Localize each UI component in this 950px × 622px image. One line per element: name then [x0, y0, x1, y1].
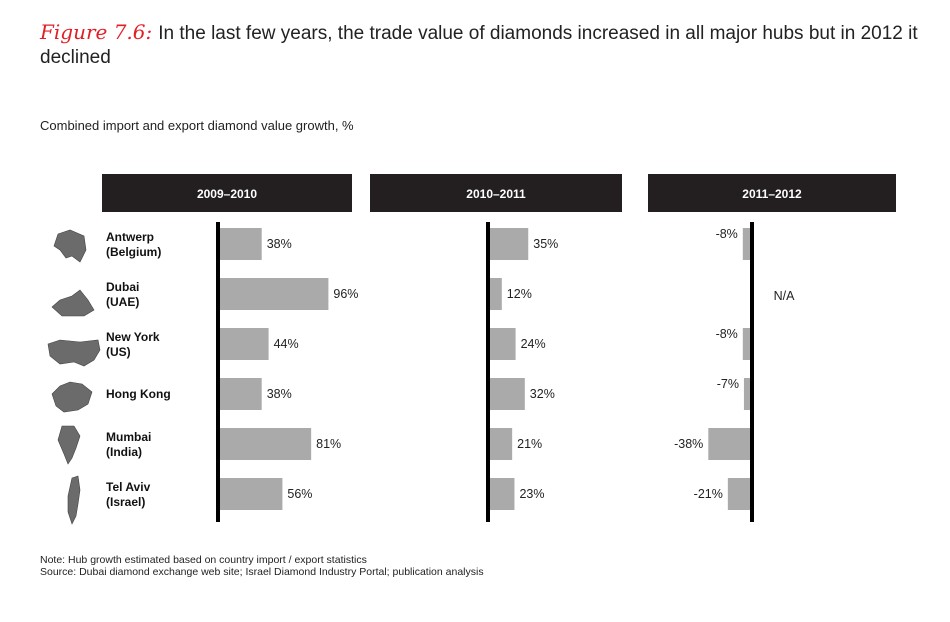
hong-kong-map-icon — [51, 381, 93, 413]
category-label-line: Tel Aviv — [106, 480, 151, 494]
category-label-line: Mumbai — [106, 430, 151, 444]
israel-map-icon — [67, 475, 81, 525]
bar — [488, 378, 525, 410]
value-label: 38% — [267, 387, 292, 401]
bar — [488, 228, 529, 260]
category-label-line: New York — [106, 330, 160, 344]
note-text: Note: Hub growth estimated based on coun… — [40, 554, 367, 566]
category-label-line: (Belgium) — [106, 245, 161, 259]
category-label: New York (US) — [106, 330, 160, 359]
category-label-line: Hong Kong — [106, 387, 171, 401]
bar — [488, 278, 502, 310]
bar — [218, 228, 262, 260]
panel-header — [648, 174, 896, 212]
category-label: Hong Kong — [106, 387, 171, 401]
india-map-icon — [57, 425, 81, 465]
value-label: 38% — [267, 237, 292, 251]
category-label-line: (India) — [106, 445, 142, 459]
value-label: -7% — [717, 377, 739, 391]
panel-header — [102, 174, 352, 212]
notes-block: Note: Hub growth estimated based on coun… — [40, 554, 484, 578]
value-label: 24% — [521, 337, 546, 351]
figure-label: Figure 7.6: — [40, 20, 153, 44]
us-flag-map-icon — [47, 339, 101, 367]
chart-title: Figure 7.6: In the last few years, the tr… — [40, 20, 920, 70]
bar — [742, 228, 752, 260]
bar — [218, 328, 269, 360]
bar — [218, 478, 283, 510]
bar — [708, 428, 752, 460]
bar — [218, 428, 312, 460]
bar — [488, 428, 513, 460]
panel-header-label: 2009–2010 — [197, 187, 257, 201]
value-label: -21% — [694, 487, 723, 501]
value-label: -8% — [716, 327, 738, 341]
bar — [743, 378, 752, 410]
bar — [218, 378, 262, 410]
value-label: -8% — [716, 227, 738, 241]
value-label: 44% — [274, 337, 299, 351]
value-label: 32% — [530, 387, 555, 401]
bar — [727, 478, 752, 510]
bar — [742, 328, 752, 360]
belgium-map-icon — [53, 229, 87, 263]
panel-header-label: 2011–2012 — [742, 187, 802, 201]
category-label: Antwerp (Belgium) — [106, 230, 161, 259]
uae-map-icon — [51, 289, 95, 317]
value-label: -38% — [674, 437, 703, 451]
category-label: Mumbai (India) — [106, 430, 151, 459]
category-label-line: Antwerp — [106, 230, 154, 244]
bar — [218, 278, 329, 310]
source-text: Source: Dubai diamond exchange web site;… — [40, 566, 484, 578]
value-label: 81% — [316, 437, 341, 451]
chart-subtitle: Combined import and export diamond value… — [40, 118, 354, 133]
value-label: 21% — [517, 437, 542, 451]
bar — [488, 328, 516, 360]
panel-header-label: 2010–2011 — [466, 187, 526, 201]
bar — [488, 478, 515, 510]
category-label-line: (US) — [106, 345, 131, 359]
title-text: In the last few years, the trade value o… — [40, 23, 918, 68]
value-label: 12% — [507, 287, 532, 301]
value-label: 35% — [533, 237, 558, 251]
category-label: Tel Aviv (Israel) — [106, 480, 151, 509]
category-label-line: (UAE) — [106, 295, 139, 309]
category-label-line: Dubai — [106, 280, 139, 294]
category-label: Dubai (UAE) — [106, 280, 139, 309]
value-label: N/A — [774, 289, 796, 303]
panel-header — [370, 174, 622, 212]
category-label-line: (Israel) — [106, 495, 145, 509]
value-label: 23% — [519, 487, 544, 501]
value-label: 56% — [287, 487, 312, 501]
value-label: 96% — [333, 287, 358, 301]
